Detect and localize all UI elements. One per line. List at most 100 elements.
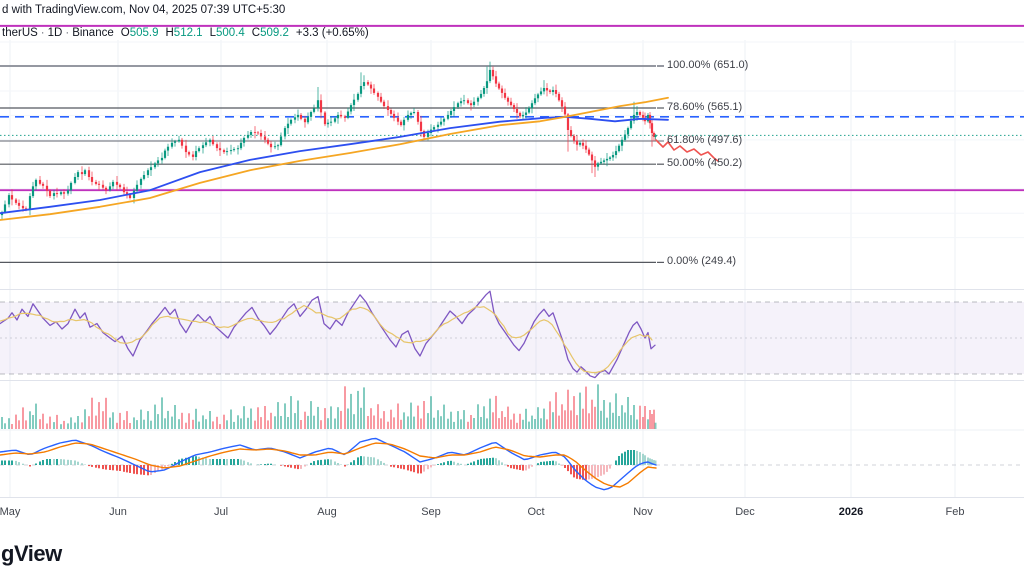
volume-bar bbox=[654, 422, 657, 429]
candle bbox=[236, 148, 240, 150]
macd-histogram-bar bbox=[594, 465, 596, 479]
candle bbox=[646, 114, 650, 122]
volume-bar bbox=[123, 420, 125, 429]
candle bbox=[389, 110, 393, 114]
volume-bar bbox=[334, 418, 336, 429]
x-axis-label[interactable]: Jun bbox=[109, 506, 127, 518]
volume-bar bbox=[317, 406, 319, 429]
candle bbox=[125, 192, 129, 196]
volume-bar bbox=[367, 416, 369, 429]
volume-bar bbox=[4, 423, 6, 429]
candle bbox=[359, 86, 363, 94]
macd-histogram-bar bbox=[373, 457, 375, 465]
candle bbox=[316, 100, 320, 109]
candle bbox=[506, 97, 510, 102]
volume-bar bbox=[81, 422, 83, 429]
volume-bar bbox=[363, 387, 365, 429]
volume-bar bbox=[612, 412, 614, 429]
volume-bar bbox=[588, 413, 590, 429]
macd-histogram-bar bbox=[280, 465, 282, 466]
x-axis-label[interactable]: Aug bbox=[317, 506, 337, 518]
macd-histogram-bar bbox=[519, 465, 521, 470]
macd-histogram-bar bbox=[233, 459, 235, 465]
volume-bar bbox=[167, 410, 169, 429]
macd-histogram-bar bbox=[654, 460, 657, 465]
macd-histogram-bar bbox=[116, 465, 118, 471]
macd-histogram-bar bbox=[109, 465, 111, 470]
macd-histogram-bar bbox=[174, 462, 176, 465]
candle bbox=[122, 187, 126, 193]
candle bbox=[346, 111, 350, 118]
change-value: +3.3 (+0.65%) bbox=[295, 27, 369, 39]
candle bbox=[163, 150, 167, 158]
x-axis-label[interactable]: 2026 bbox=[838, 506, 864, 518]
symbol-name[interactable]: therUS bbox=[2, 27, 38, 39]
x-axis-label[interactable]: Feb bbox=[945, 506, 965, 518]
volume-bar bbox=[591, 399, 593, 429]
x-axis-label[interactable]: Jul bbox=[213, 506, 229, 518]
candle bbox=[641, 114, 645, 118]
candle bbox=[326, 122, 330, 125]
tradingview-logo[interactable]: gView bbox=[1, 541, 62, 566]
macd-histogram-bar bbox=[649, 458, 651, 465]
open-label: O bbox=[120, 27, 130, 39]
volume-bar bbox=[450, 411, 452, 429]
macd-histogram-bar bbox=[561, 465, 563, 466]
candle bbox=[542, 88, 546, 92]
candle bbox=[399, 121, 403, 126]
macd-histogram-bar bbox=[564, 465, 566, 468]
volume-bar bbox=[430, 396, 432, 429]
macd-histogram-bar bbox=[185, 457, 187, 465]
volume-bar bbox=[567, 389, 569, 429]
x-axis-label[interactable]: Oct bbox=[527, 506, 545, 518]
x-axis-label[interactable]: Nov bbox=[633, 506, 653, 518]
macd-line bbox=[0, 437, 657, 491]
macd-histogram-bar bbox=[546, 461, 548, 465]
x-axis-label[interactable]: Sep bbox=[421, 506, 441, 518]
x-axis-label[interactable]: May bbox=[0, 506, 21, 518]
candle bbox=[611, 155, 615, 158]
volume-bar bbox=[552, 412, 554, 429]
volume-bar bbox=[531, 415, 533, 429]
x-axis-label[interactable]: Dec bbox=[735, 506, 755, 518]
candle bbox=[142, 175, 146, 179]
candle bbox=[306, 116, 310, 123]
macd-histogram-bar bbox=[29, 465, 31, 467]
macd-histogram-bar bbox=[102, 465, 104, 470]
candle bbox=[296, 114, 300, 118]
volume-bar bbox=[46, 423, 48, 429]
candle bbox=[362, 82, 366, 86]
candle bbox=[654, 135, 657, 137]
volume-bar bbox=[98, 402, 100, 429]
volume-bar bbox=[549, 401, 551, 429]
symbol-ohlc-row[interactable]: therUS · 1D · Binance O505.9 H512.1 L500.4 C509.… bbox=[2, 27, 369, 39]
macd-histogram-bar bbox=[651, 459, 653, 465]
macd-histogram-bar bbox=[470, 462, 472, 465]
candle bbox=[3, 204, 7, 213]
macd-histogram-bar bbox=[22, 463, 24, 465]
candle bbox=[299, 114, 303, 119]
candle bbox=[146, 170, 150, 176]
volume-bar bbox=[150, 420, 152, 429]
volume-bar bbox=[477, 404, 479, 429]
candle bbox=[269, 143, 273, 148]
volume-bar bbox=[11, 424, 13, 429]
macd-histogram-bar bbox=[380, 461, 382, 465]
macd-histogram-bar bbox=[270, 463, 272, 465]
volume-bar bbox=[171, 416, 173, 429]
volume-bar bbox=[507, 406, 509, 429]
interval-label[interactable]: 1D bbox=[47, 27, 63, 39]
volume-bar bbox=[495, 395, 497, 429]
candle bbox=[638, 112, 642, 115]
macd-histogram-bar bbox=[81, 463, 83, 465]
macd-histogram-bar bbox=[317, 460, 319, 465]
candle bbox=[409, 112, 413, 115]
candle bbox=[602, 160, 606, 162]
candle bbox=[379, 96, 383, 102]
macd-histogram-bar bbox=[205, 458, 207, 465]
candle bbox=[560, 100, 564, 107]
macd-histogram-bar bbox=[495, 458, 497, 465]
volume-bar bbox=[407, 416, 409, 429]
macd-histogram-bar bbox=[63, 459, 65, 465]
